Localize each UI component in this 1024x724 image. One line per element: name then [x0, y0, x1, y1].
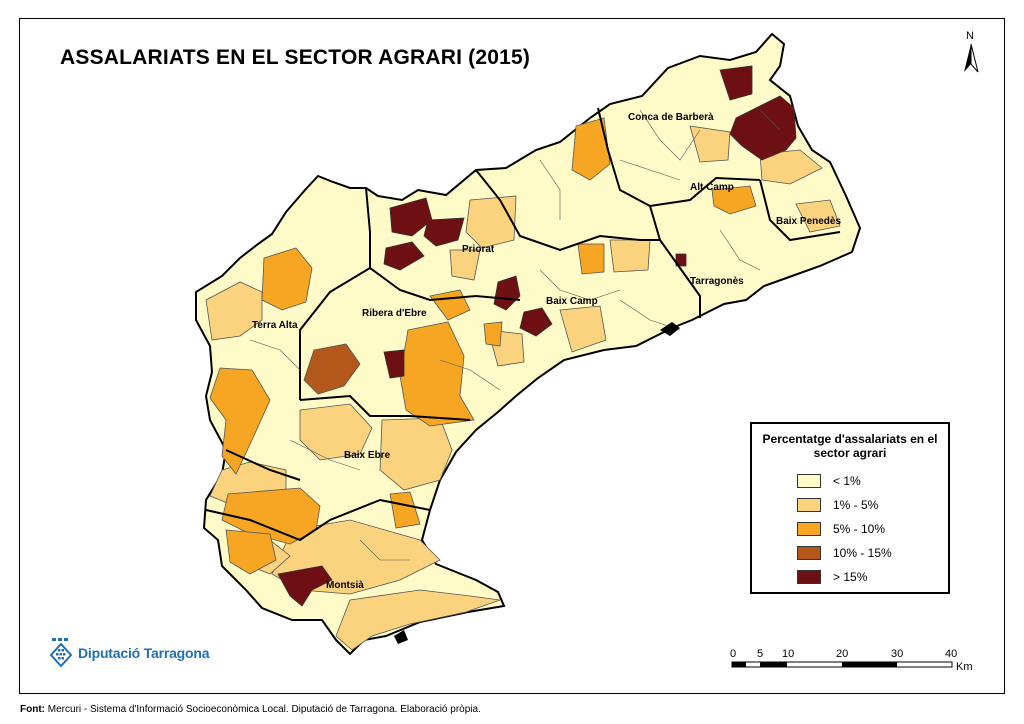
north-label: N: [966, 30, 974, 42]
scale-bar-graphic: [731, 661, 953, 668]
area-baix-camp-5: [483, 321, 503, 347]
area-montsia-4: [225, 529, 277, 575]
scale-tick: 20: [836, 648, 849, 660]
region-label-baix-penedes: Baix Penedès: [776, 216, 841, 227]
legend-swatch: [797, 546, 821, 560]
province-outline: [195, 32, 862, 656]
legend-swatch: [797, 498, 821, 512]
boundary-terra-alta: [299, 267, 371, 400]
area-alt-camp-1: [759, 149, 823, 185]
legend-item: 1% - 5%: [797, 498, 878, 512]
area-montsia-2: [335, 589, 501, 651]
legend-label: 5% - 10%: [833, 522, 886, 536]
muni-line-1: [639, 109, 701, 161]
source-label: Font:: [20, 704, 45, 715]
muni-line-8: [359, 539, 410, 561]
muni-line-7: [289, 439, 361, 471]
area-priorat-2: [449, 249, 481, 281]
region-label-tarragones: Tarragonès: [690, 276, 744, 287]
muni-line-2: [619, 159, 681, 181]
legend-label: 10% - 15%: [833, 546, 892, 560]
boundary-priorat: [475, 169, 660, 252]
legend: Percentatge d'assalariats en el sector a…: [750, 422, 950, 594]
muni-line-4: [539, 269, 621, 301]
legend-item: 10% - 15%: [797, 546, 892, 560]
region-label-priorat: Priorat: [462, 244, 495, 255]
region-label-ribera: Ribera d'Ebre: [362, 308, 427, 319]
source-text: Mercuri - Sistema d'Informació Socioecon…: [47, 704, 481, 715]
boundary-tarragones: [649, 205, 701, 318]
area-alt-camp-2: [711, 185, 757, 215]
area-baix-camp-7: [519, 307, 553, 337]
area-priorat-4: [423, 217, 465, 247]
north-arrow: N: [958, 30, 984, 78]
scale-unit: Km: [956, 661, 973, 673]
area-priorat-3: [389, 197, 433, 237]
area-priorat-5: [383, 241, 425, 271]
scale-tick: 0: [730, 648, 737, 660]
legend-label: > 15%: [833, 570, 868, 584]
boundary-baix-ebre: [299, 394, 471, 421]
area-terra-alta-1: [205, 281, 263, 341]
scale-tick: 40: [945, 648, 958, 660]
legend-swatch: [797, 570, 821, 584]
legend-swatch: [797, 474, 821, 488]
legend-label: < 1%: [833, 474, 861, 488]
region-label-montsia: Montsià: [326, 580, 364, 591]
legend-title: Percentatge d'assalariats en el sector a…: [762, 432, 938, 460]
area-baix-ebre-3: [299, 403, 373, 461]
boundary-baix-ebre-2: [225, 449, 301, 481]
legend-item: < 1%: [797, 474, 861, 488]
area-conca-4: [729, 95, 797, 161]
area-conca-1: [689, 125, 731, 163]
area-baix-camp-3: [609, 239, 651, 273]
logo-text: Diputació Tarragona: [78, 645, 210, 661]
boundary-montsia: [205, 498, 431, 542]
region-label-alt-camp: Alt Camp: [690, 182, 734, 193]
legend-item: > 15%: [797, 570, 867, 584]
scale-bar: 0 5 10 20 30 40 Km: [730, 648, 973, 678]
area-terra-alta-3: [209, 367, 271, 475]
north-arrow-icon: [964, 43, 979, 73]
boundary-ribera: [365, 187, 521, 302]
delta-island: [394, 630, 408, 644]
muni-line-6: [719, 229, 761, 271]
area-montsia-5: [277, 565, 333, 607]
logo-icon: [50, 638, 72, 668]
legend-swatch: [797, 522, 821, 536]
muni-line-3: [539, 159, 561, 220]
legend-item: 5% - 10%: [797, 522, 885, 536]
muni-line-11: [759, 109, 781, 131]
scale-tick: 5: [757, 648, 764, 660]
area-baix-camp-1: [559, 305, 607, 353]
region-label-baix-camp: Baix Camp: [546, 296, 598, 307]
diputacio-logo: Diputació Tarragona: [50, 638, 209, 668]
area-conca-2: [571, 117, 611, 181]
region-label-conca: Conca de Barberà: [628, 112, 714, 123]
area-baix-penedes-1: [795, 199, 841, 233]
boundary-altcamp-penedes: [759, 179, 841, 242]
area-conca-3: [719, 65, 753, 101]
region-label-baix-ebre: Baix Ebre: [344, 450, 391, 461]
region-label-terra-alta: Terra Alta: [252, 320, 298, 331]
source-note: Font: Mercuri - Sistema d'Informació Soc…: [20, 704, 481, 715]
tarragona-city: [660, 322, 680, 336]
muni-line-9: [249, 339, 301, 371]
area-baix-camp-4: [577, 243, 605, 275]
area-ribera-ebre-4: [383, 349, 405, 379]
muni-line-10: [439, 359, 501, 391]
area-baix-camp-6: [493, 275, 521, 311]
legend-label: 1% - 5%: [833, 498, 879, 512]
map-frame: [19, 18, 1005, 694]
area-terra-alta-2: [261, 247, 313, 311]
area-ribera-ebre-3: [303, 343, 361, 395]
scale-tick: 10: [782, 648, 795, 660]
area-baix-ebre-5: [389, 491, 421, 529]
area-ribera-ebre-1: [399, 321, 475, 427]
map-title: ASSALARIATS EN EL SECTOR AGRARI (2015): [60, 46, 531, 69]
scale-tick: 30: [891, 648, 904, 660]
area-priorat-1: [465, 195, 517, 249]
